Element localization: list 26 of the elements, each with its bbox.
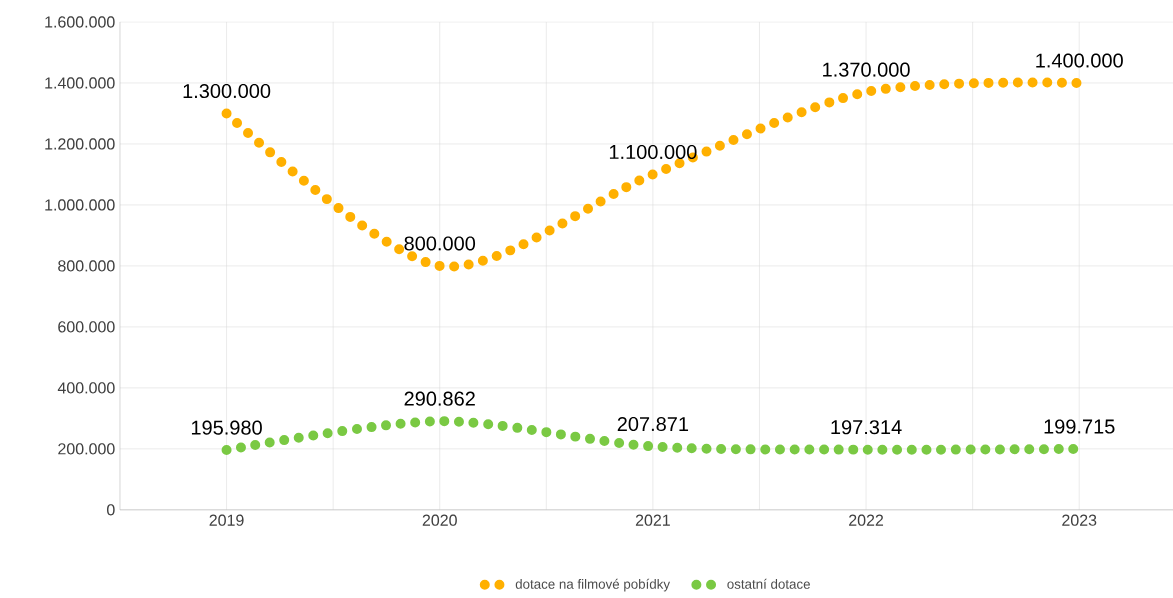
x-tick-label: 2020 [422, 514, 457, 526]
data-label: 197.314 [831, 420, 902, 435]
y-tick-label: 200.000 [58, 443, 115, 455]
y-tick-label: 0 [107, 504, 115, 516]
data-label: 800.000 [404, 236, 476, 251]
y-tick-label: 1.000.000 [45, 199, 115, 211]
data-label: 1.370.000 [823, 62, 910, 77]
legend-label: ostatní dotace [727, 578, 810, 589]
data-label: 1.300.000 [183, 84, 271, 99]
x-tick-label: 2023 [1062, 514, 1097, 526]
data-label: 195.980 [191, 420, 262, 435]
x-tick-label: 2019 [209, 514, 244, 526]
data-label: 290.862 [404, 391, 475, 406]
data-label: 199.715 [1044, 419, 1115, 434]
y-tick-label: 600.000 [58, 321, 115, 333]
data-label: 207.871 [617, 417, 689, 432]
x-tick-label: 2022 [849, 514, 884, 526]
x-tick-label: 2021 [635, 514, 670, 526]
data-label: 1.100.000 [609, 145, 697, 160]
y-tick-label: 1.600.000 [45, 16, 115, 28]
data-label: 1.400.000 [1036, 53, 1123, 68]
y-tick-label: 400.000 [57, 382, 115, 394]
y-tick-label: 1.200.000 [45, 138, 115, 150]
y-tick-label: 1.400.000 [45, 77, 115, 89]
legend-label: dotace na filmové pobídky [515, 578, 671, 592]
y-tick-label: 800.000 [58, 260, 115, 272]
